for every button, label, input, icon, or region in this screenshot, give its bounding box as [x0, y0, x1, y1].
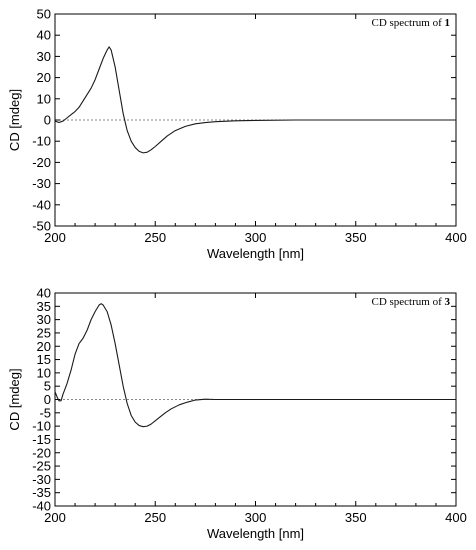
y-tick-label: -10 — [32, 134, 51, 149]
y-tick-label: 30 — [37, 312, 51, 327]
x-tick-label: 200 — [44, 230, 66, 245]
y-tick-label: -25 — [32, 459, 51, 474]
x-tick-label: 250 — [144, 510, 166, 525]
y-tick-label: -5 — [39, 405, 51, 420]
y-tick-label: -30 — [32, 176, 51, 191]
y-axis-title: CD [mdeg] — [7, 368, 22, 430]
y-tick-label: 20 — [37, 339, 51, 354]
y-tick-label: 40 — [37, 28, 51, 43]
chart-title: CD spectrum of 3 — [371, 296, 450, 308]
y-tick-label: -15 — [32, 432, 51, 447]
x-tick-label: 350 — [345, 230, 367, 245]
chart-title-compound: 3 — [445, 296, 451, 308]
y-tick-label: 35 — [37, 299, 51, 314]
y-tick-label: 0 — [44, 392, 51, 407]
chart-title-prefix: CD spectrum of — [371, 17, 444, 29]
y-tick-label: 30 — [37, 49, 51, 64]
y-tick-label: -20 — [32, 445, 51, 460]
y-tick-label: -10 — [32, 419, 51, 434]
x-axis-title: Wavelength [nm] — [207, 246, 304, 261]
y-axis-title: CD [mdeg] — [7, 89, 22, 151]
chart-title-compound: 1 — [445, 17, 451, 29]
y-tick-label: -40 — [32, 197, 51, 212]
chart-panel-1: 200 250 300 350 400 -50 -40 -30 -20 -10 0 10 20 30 40 5… — [7, 7, 467, 262]
y-tick-label: 10 — [37, 91, 51, 106]
x-axis: 200 250 300 350 400 — [44, 293, 467, 525]
x-tick-label: 300 — [245, 510, 267, 525]
x-axis-title: Wavelength [nm] — [207, 526, 304, 541]
y-tick-label: -20 — [32, 155, 51, 170]
x-tick-label: 400 — [445, 510, 467, 525]
x-tick-label: 400 — [445, 230, 467, 245]
x-tick-label: 250 — [144, 230, 166, 245]
y-tick-label: -30 — [32, 472, 51, 487]
chart-title: CD spectrum of 1 — [371, 17, 450, 29]
y-tick-label: -50 — [32, 219, 51, 234]
cd-series-line-1 — [54, 46, 456, 154]
y-tick-label: 50 — [37, 7, 51, 22]
y-axis: -50 -40 -30 -20 -10 0 10 20 30 40 50 — [32, 7, 456, 234]
x-axis: 200 250 300 350 400 — [44, 14, 467, 245]
y-tick-label: 0 — [44, 113, 51, 128]
x-tick-label: 350 — [345, 510, 367, 525]
x-tick-label: 300 — [245, 230, 267, 245]
y-tick-label: 5 — [44, 379, 51, 394]
x-tick-label: 200 — [44, 510, 66, 525]
y-tick-label: 10 — [37, 365, 51, 380]
y-tick-label: 25 — [37, 325, 51, 340]
y-tick-label: 15 — [37, 352, 51, 367]
cd-series-line-1 — [54, 303, 456, 428]
y-tick-label: 40 — [37, 286, 51, 301]
chart-title-prefix: CD spectrum of — [371, 296, 444, 308]
y-tick-label: -40 — [32, 499, 51, 514]
y-tick-label: 20 — [37, 70, 51, 85]
chart-panel-2: 200 250 300 350 400-40-35-30-25-20-15-10-505… — [7, 286, 467, 542]
y-tick-label: -35 — [32, 485, 51, 500]
